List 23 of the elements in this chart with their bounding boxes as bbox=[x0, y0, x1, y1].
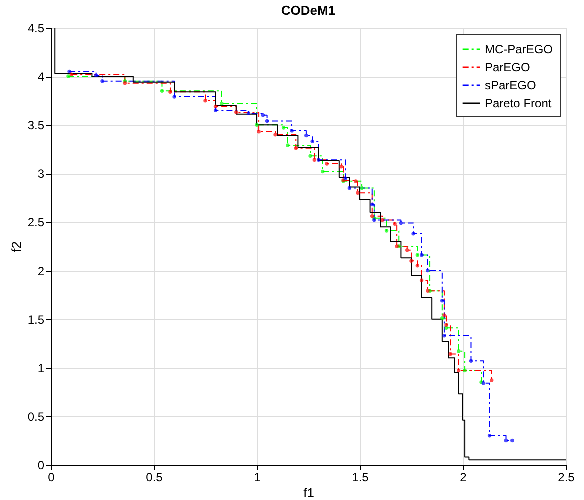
x-tick-label: 2.5 bbox=[558, 470, 576, 484]
x-tick-label: 1 bbox=[254, 470, 262, 484]
legend-label: Pareto Front bbox=[485, 96, 552, 110]
legend-label: MC-ParEGO bbox=[485, 42, 554, 56]
y-tick-label: 1.5 bbox=[28, 312, 45, 327]
y-tick-label: 2 bbox=[38, 264, 45, 278]
x-tick-label: 2 bbox=[460, 470, 468, 484]
legend-label: ParEGO bbox=[485, 60, 530, 74]
chart-title: CODeM1 bbox=[281, 3, 336, 18]
y-tick-label: 1 bbox=[38, 361, 45, 376]
x-tick-label: 1.5 bbox=[352, 470, 370, 484]
y-tick-label: 3.5 bbox=[28, 118, 45, 133]
x-axis-title: f1 bbox=[304, 486, 314, 500]
x-tick-label: 0 bbox=[48, 470, 56, 484]
y-tick-label: 2.5 bbox=[28, 216, 45, 230]
y-tick-label: 0 bbox=[38, 458, 45, 472]
x-tick-label: 0.5 bbox=[146, 470, 164, 484]
y-tick-label: 3 bbox=[38, 167, 45, 182]
y-tick-label: 4 bbox=[38, 70, 45, 84]
y-axis-title: f2 bbox=[8, 242, 24, 252]
legend-label: sParEGO bbox=[485, 78, 536, 92]
y-tick-label: 4.5 bbox=[28, 22, 45, 36]
y-tick-label: 0.5 bbox=[28, 410, 45, 424]
